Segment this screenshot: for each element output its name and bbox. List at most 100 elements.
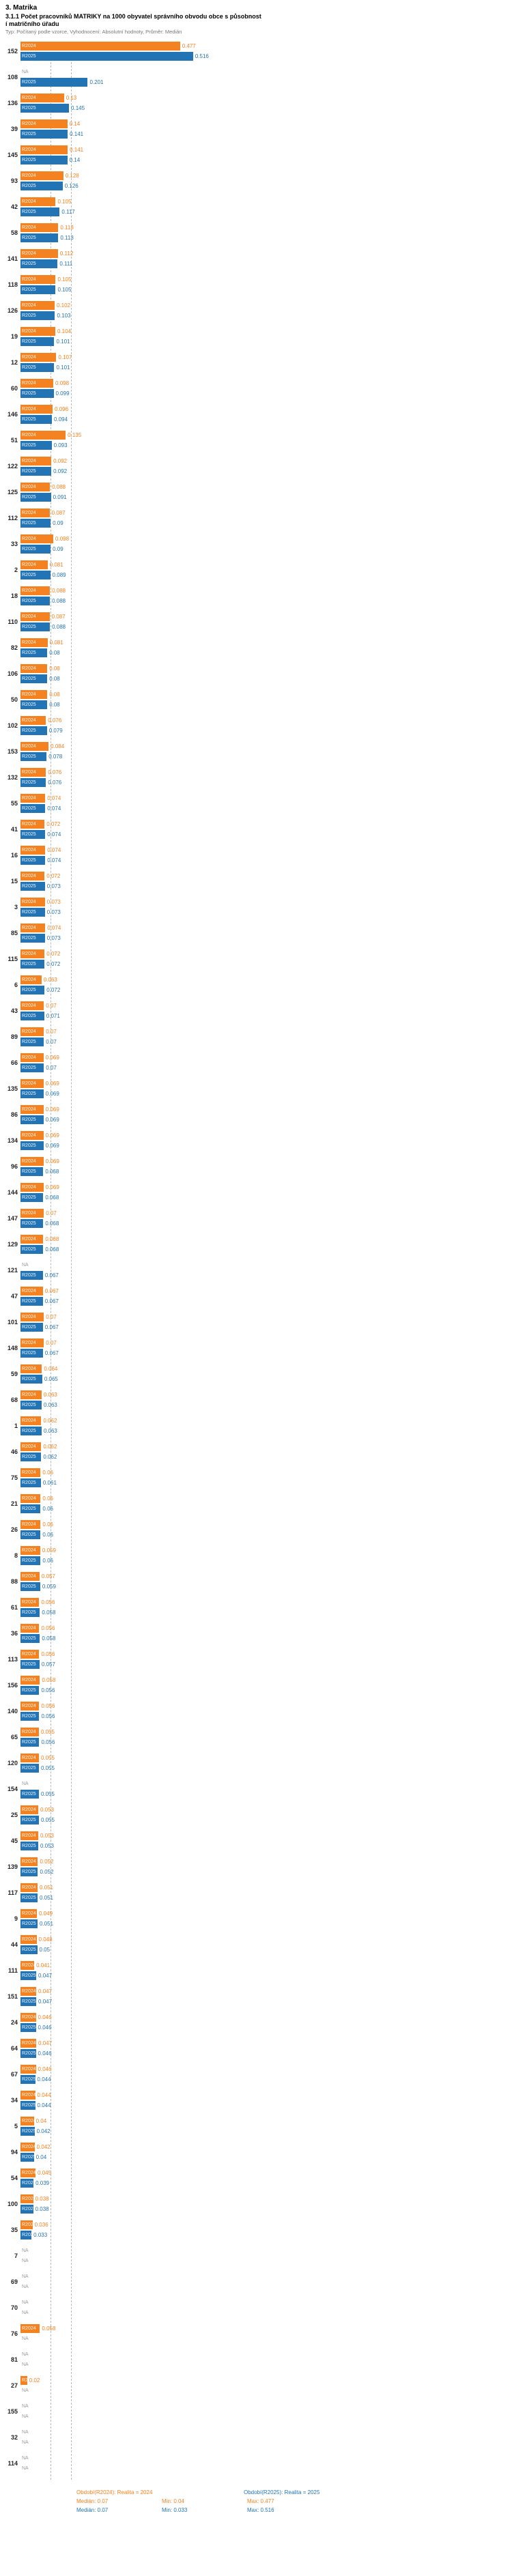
bar-row: R2025 0.091 [20, 493, 512, 502]
series-label: R2024 [22, 1885, 36, 1890]
bar-r2025 [20, 1530, 41, 1539]
bar-group: 126 R2024 0.102 R2025 0.103 [0, 301, 512, 327]
series-label: R2024 [22, 199, 36, 204]
bar-r2025 [20, 104, 70, 113]
value-label: 0.072 [46, 873, 61, 879]
bar-group: 32 NA NA [0, 2428, 512, 2454]
series-label: R2025 [22, 1040, 36, 1044]
series-label: R2025 [22, 1117, 36, 1122]
na-label: NA [22, 2414, 29, 2419]
bar-group: 140 R2024 0.056 R2025 0.056 [0, 1702, 512, 1728]
bar-row: R2024 0.072 [20, 820, 512, 829]
series-label: R2025 [22, 1818, 36, 1822]
bar-r2024 [20, 249, 58, 258]
bar-r2025 [20, 1608, 40, 1617]
value-label: 0.042 [36, 2128, 51, 2134]
value-label: 0.056 [41, 1739, 55, 1745]
row-id-label: 5 [14, 2123, 18, 2130]
value-label: 0.07 [46, 1340, 57, 1346]
bar-r2024 [20, 2143, 35, 2151]
bar-r2024 [20, 275, 56, 284]
bar-row: R2024 0.06 [20, 1520, 512, 1529]
series-label: R2024 [22, 744, 36, 749]
series-label: R2024 [22, 2093, 36, 2098]
bar-r2024 [20, 1728, 39, 1736]
row-id-label: 93 [10, 177, 18, 184]
row-id-label: 64 [10, 2045, 18, 2052]
bar-row: R2025 0.117 [20, 207, 512, 216]
value-label: 0.135 [68, 432, 82, 438]
series-label: R2024 [22, 2378, 36, 2383]
value-label: 0.08 [49, 650, 60, 656]
bar-r2025 [20, 1764, 39, 1773]
row-id-label: 155 [7, 2408, 18, 2415]
bar-row: R2025 0.08 [20, 700, 512, 709]
bar-group: 60 R2024 0.098 R2025 0.099 [0, 379, 512, 405]
series-label: R2025 [22, 988, 36, 992]
bar-row: R2025 0.046 [20, 2023, 512, 2032]
bar-group: 69 NA NA [0, 2272, 512, 2298]
bar-row: R2024 0.04 [20, 2117, 512, 2126]
series-label: R2024 [22, 2119, 36, 2123]
series-label: R2024 [22, 1211, 36, 1216]
bar-r2024 [20, 1053, 44, 1062]
bar-r2024 [20, 1676, 40, 1685]
bar-group: 111 R2024 0.041 R2025 0.047 [0, 1961, 512, 1987]
bar-r2025 [20, 2101, 35, 2110]
bar-group: 106 R2024 0.08 R2025 0.08 [0, 664, 512, 690]
row-id-label: 66 [10, 1059, 18, 1066]
bar-row: R2024 0.096 [20, 405, 512, 414]
bar-pair: NA NA [20, 2272, 512, 2291]
bar-row: NA [20, 2438, 512, 2447]
bar-r2025 [20, 700, 48, 709]
bar-r2025 [20, 1141, 44, 1150]
value-label: 0.07 [46, 1314, 57, 1320]
bar-group: 46 R2024 0.062 R2025 0.062 [0, 1442, 512, 1468]
bar-row: NA [20, 2428, 512, 2437]
bar-row: R2024 0.055 [20, 1728, 512, 1736]
bar-r2024 [20, 898, 45, 906]
na-label: NA [22, 2362, 29, 2367]
bar-row: NA [20, 2246, 512, 2255]
na-label: NA [22, 2404, 29, 2409]
value-label: 0.128 [65, 173, 79, 179]
series-label: R2025 [22, 1247, 36, 1252]
bar-pair: NA NA [20, 2350, 512, 2369]
value-label: 0.073 [46, 935, 61, 941]
value-label: 0.068 [45, 1220, 59, 1227]
value-label: 0.042 [36, 2144, 51, 2150]
bar-group: 146 R2024 0.096 R2025 0.094 [0, 405, 512, 431]
bar-row: R2024 0.087 [20, 509, 512, 517]
value-label: 0.06 [42, 1558, 53, 1564]
median-guide-line [70, 42, 72, 2480]
series-label: R2025 [22, 2051, 36, 2056]
bar-pair: R2024 0.07 R2025 0.071 [20, 1001, 512, 1020]
bar-pair: R2024 0.062 R2025 0.063 [20, 1416, 512, 1435]
value-label: 0.051 [39, 1895, 54, 1901]
bar-group: 67 R2024 0.046 R2025 0.044 [0, 2065, 512, 2091]
bar-group: 19 R2024 0.104 R2025 0.101 [0, 327, 512, 353]
row-id-label: 6 [14, 982, 18, 988]
bar-r2024 [20, 1572, 40, 1581]
bar-row: R2025 0.05 [20, 1945, 512, 1954]
bar-r2025 [20, 337, 55, 346]
bar-r2025 [20, 389, 54, 398]
series-label: R2025 [22, 1480, 36, 1485]
row-id-label: 139 [7, 1863, 18, 1870]
bar-pair: R2024 0.046 R2025 0.046 [20, 2013, 512, 2032]
bar-r2025 [20, 1452, 42, 1461]
value-label: 0.038 [35, 2206, 49, 2212]
bar-r2024 [20, 1442, 42, 1451]
bar-pair: R2024 0.087 R2025 0.088 [20, 612, 512, 631]
series-label: R2025 [22, 1273, 36, 1278]
bar-r2025 [20, 1867, 38, 1876]
row-id-label: 114 [8, 2460, 18, 2467]
series-label: R2024 [22, 251, 36, 256]
bar-row: R2025 0.033 [20, 2231, 512, 2239]
series-label: R2025 [22, 287, 36, 292]
series-label: R2025 [22, 754, 36, 759]
legend-r2024-stats: Medián: 0.07 Min: 0.04 Max: 0.477 [76, 2498, 512, 2504]
series-label: R2025 [22, 780, 36, 785]
bar-row: R2025 0.074 [20, 856, 512, 865]
bar-group: 9 R2024 0.049 R2025 0.051 [0, 1909, 512, 1935]
